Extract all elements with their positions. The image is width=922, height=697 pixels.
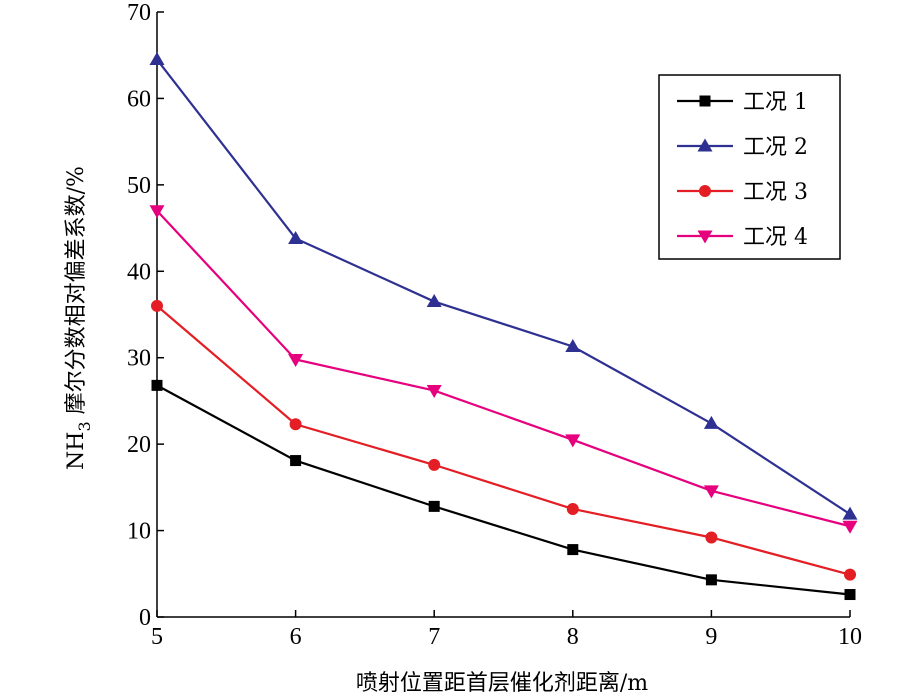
y-axis-label-subscript: 3 — [75, 421, 94, 431]
data-point — [288, 353, 304, 367]
data-point — [288, 230, 304, 244]
y-tick-label: 10 — [127, 519, 151, 545]
legend-marker — [697, 138, 713, 152]
x-tick-label: 5 — [151, 624, 163, 650]
x-tick-label: 8 — [567, 624, 579, 650]
data-point — [428, 458, 441, 471]
data-point — [151, 379, 163, 391]
legend-label: 工况 2 — [743, 135, 808, 160]
data-point — [842, 506, 858, 520]
series-line — [156, 305, 851, 576]
data-point — [290, 455, 302, 467]
legend-marker — [699, 95, 711, 107]
data-point — [703, 415, 719, 429]
y-tick-label: 30 — [127, 346, 151, 372]
y-axis-label-suffix: 摩尔分数相对偏差系数/% — [64, 166, 89, 421]
y-tick-label: 60 — [127, 86, 151, 112]
series-2 — [149, 52, 858, 520]
x-tick-label: 7 — [428, 624, 440, 650]
data-point — [565, 434, 581, 448]
y-tick-label: 40 — [127, 259, 151, 285]
y-tick-label: 50 — [127, 173, 151, 199]
data-point — [426, 385, 442, 399]
data-point — [149, 205, 165, 219]
legend-marker — [699, 185, 711, 197]
y-axis-label-prefix: NH — [64, 432, 89, 470]
data-point — [289, 418, 302, 431]
data-point — [149, 52, 165, 66]
axes: 0 10 20 30 40 50 60 70 5 6 7 8 9 10 — [127, 0, 862, 650]
y-axis-label: NH3 摩尔分数相对偏差系数/% — [64, 166, 94, 470]
data-point — [428, 500, 440, 512]
x-tick-label: 9 — [705, 624, 717, 650]
legend-item: 工况 3 — [677, 180, 808, 205]
x-tick-label: 6 — [290, 624, 302, 650]
legend-label: 工况 4 — [743, 225, 808, 250]
legend-item: 工况 4 — [677, 225, 808, 250]
x-axis-label: 喷射位置距首层催化剂距离/m — [356, 671, 648, 696]
data-point — [565, 338, 581, 352]
series-layer — [149, 52, 858, 601]
series-line — [156, 384, 851, 596]
legend-label: 工况 1 — [743, 90, 808, 115]
data-point — [426, 294, 442, 308]
y-tick-label: 70 — [127, 0, 151, 26]
x-tick-label: 10 — [838, 624, 862, 650]
data-point — [567, 544, 579, 556]
y-tick-label: 20 — [127, 432, 151, 458]
legend-label: 工况 3 — [743, 180, 808, 205]
series-line — [156, 210, 851, 528]
series-1 — [151, 379, 856, 601]
data-point — [844, 589, 856, 601]
legend-marker — [697, 230, 713, 244]
series-3 — [151, 299, 856, 581]
data-point — [151, 299, 163, 312]
series-4 — [149, 205, 858, 534]
legend-item: 工况 1 — [677, 90, 808, 115]
data-point — [844, 568, 856, 581]
data-point — [566, 502, 579, 515]
series-line — [156, 58, 851, 516]
legend-box — [658, 74, 841, 260]
data-point — [705, 531, 718, 544]
legend: 工况 1 工况 2 工况 3 工况 4 — [658, 74, 841, 260]
data-point — [703, 485, 719, 499]
data-point — [842, 520, 858, 534]
y-tick-label: 0 — [139, 605, 151, 631]
legend-item: 工况 2 — [677, 135, 808, 160]
data-point — [705, 574, 717, 586]
